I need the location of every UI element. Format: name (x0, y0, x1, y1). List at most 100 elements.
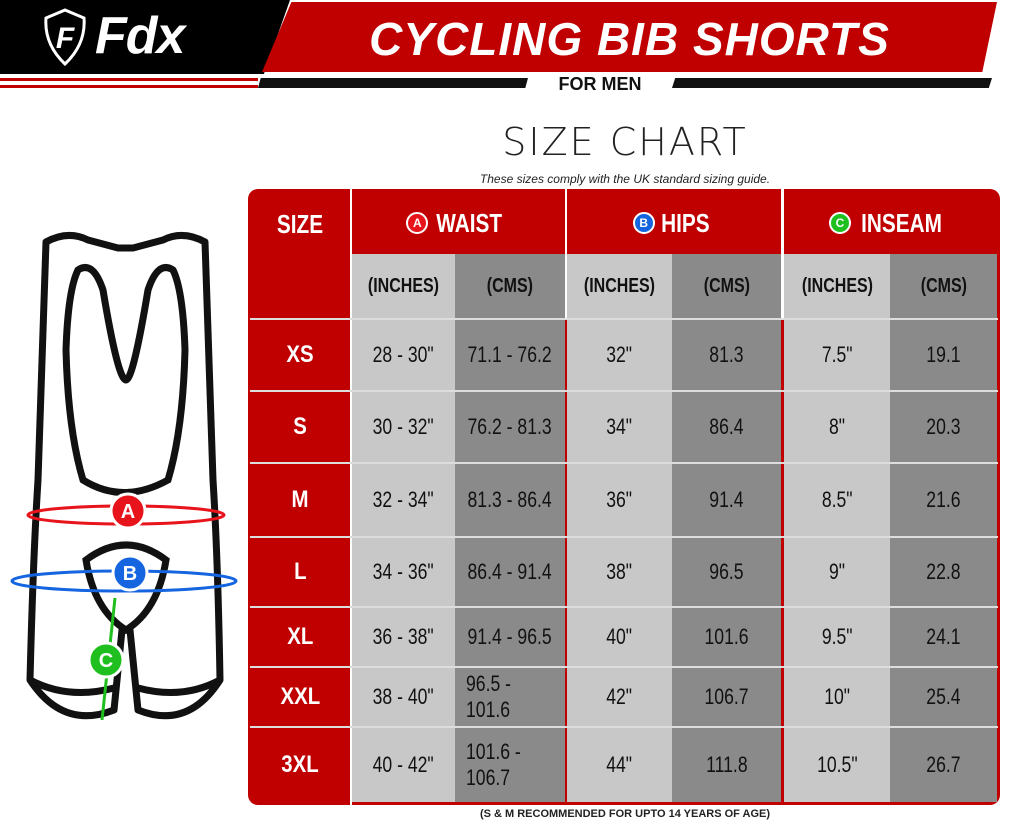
unit-label: (CMS) (920, 274, 967, 297)
size-cell: 3XL (250, 728, 350, 802)
table-cell: 32" (567, 320, 672, 390)
row-divider (250, 726, 998, 728)
table-cell: 76.2 - 81.3 (455, 392, 565, 462)
cell-value: 106.7 (704, 684, 749, 709)
table-cell: 40" (567, 608, 672, 666)
marker-b-icon: B (111, 554, 149, 592)
size-cell: S (250, 392, 350, 462)
cell-value: 25.4 (926, 684, 961, 709)
cell-value: 96.5 (709, 559, 744, 584)
row-divider (250, 462, 998, 464)
cell-value: 44" (606, 752, 633, 777)
cell-value: 19.1 (926, 342, 961, 367)
cell-value: 76.2 - 81.3 (467, 414, 553, 439)
size-label: L (293, 558, 307, 585)
table-cell: 7.5" (784, 320, 890, 390)
cell-value: 86.4 - 91.4 (467, 559, 553, 584)
cell-value: 40" (606, 624, 633, 649)
size-label: XL (286, 623, 314, 650)
product-title: CYCLING BIB SHORTS (369, 13, 890, 65)
cell-value: 26.7 (926, 752, 961, 777)
cell-value: 10.5" (816, 752, 858, 777)
divider (565, 189, 567, 319)
unit-header: (INCHES) (784, 254, 890, 318)
cell-value: 71.1 - 76.2 (467, 342, 553, 367)
unit-label: (INCHES) (801, 274, 873, 297)
cell-value: 8" (828, 414, 846, 439)
table-cell: 26.7 (890, 728, 997, 802)
cell-value: 38" (606, 559, 633, 584)
cell-value: 81.3 (709, 342, 744, 367)
table-cell: 36" (567, 464, 672, 536)
svg-text:F: F (56, 22, 75, 55)
product-subtitle: FOR MEN (558, 74, 642, 94)
table-cell: 38" (567, 538, 672, 606)
table-cell: 111.8 (672, 728, 781, 802)
size-header: SIZE (260, 192, 340, 256)
table-cell: 21.6 (890, 464, 997, 536)
badge-b-icon: B (632, 212, 655, 234)
table-cell: 101.6 - 106.7 (455, 728, 565, 802)
table-cell: 32 - 34" (352, 464, 455, 536)
group-label: HIPS (660, 207, 710, 238)
bib-shorts-figure: A B C (10, 232, 238, 721)
size-cell: XXL (250, 668, 350, 726)
sizing-note: These sizes comply with the UK standard … (479, 172, 771, 186)
table-cell: 38 - 40" (352, 668, 455, 726)
row-divider (250, 536, 998, 538)
cell-value: 9" (828, 559, 846, 584)
cell-value: 30 - 32" (372, 414, 435, 439)
size-table: SIZE A WAIST B HIPS C INSEAM (INCHES) (CMS) (INCH… (248, 189, 1000, 805)
table-cell: 10" (784, 668, 890, 726)
cell-value: 21.6 (926, 487, 961, 512)
group-label: WAIST (436, 207, 503, 238)
table-cell: 22.8 (890, 538, 997, 606)
table-cell: 34 - 36" (352, 538, 455, 606)
table-cell: 30 - 32" (352, 392, 455, 462)
cell-value: 101.6 - 106.7 (466, 739, 521, 790)
marker-c-icon: C (87, 641, 125, 679)
size-header-label: SIZE (276, 208, 324, 239)
size-label: S (293, 413, 307, 440)
table-cell: 34" (567, 392, 672, 462)
cell-value: 111.8 (705, 752, 748, 777)
cell-value: 36 - 38" (372, 624, 435, 649)
stripe-bar (258, 78, 528, 88)
size-label: XXL (280, 683, 320, 710)
marker-a-icon: A (109, 492, 147, 530)
table-cell: 42" (567, 668, 672, 726)
cell-value: 34 - 36" (372, 559, 435, 584)
size-cell: XL (250, 608, 350, 666)
table-cell: 10.5" (784, 728, 890, 802)
table-cell: 106.7 (672, 668, 781, 726)
table-cell: 24.1 (890, 608, 997, 666)
cell-value: 8.5" (821, 487, 853, 512)
table-cell: 91.4 - 96.5 (455, 608, 565, 666)
cell-value: 10" (824, 684, 850, 709)
size-cell: L (250, 538, 350, 606)
table-cell: 86.4 - 91.4 (455, 538, 565, 606)
size-label: M (291, 486, 309, 513)
table-cell: 20.3 (890, 392, 997, 462)
stripe-bar (672, 78, 992, 88)
table-cell: 101.6 (672, 608, 781, 666)
table-cell: 36 - 38" (352, 608, 455, 666)
cell-value: 40 - 42" (372, 752, 435, 777)
unit-label: (INCHES) (583, 274, 656, 297)
table-cell: 9.5" (784, 608, 890, 666)
table-cell: 8" (784, 392, 890, 462)
size-cell: M (250, 464, 350, 536)
brand-logo: Fdx (95, 7, 185, 65)
table-cell: 9" (784, 538, 890, 606)
group-header-hips: B HIPS (567, 192, 781, 254)
cell-value: 91.4 - 96.5 (467, 624, 553, 649)
table-cell: 44" (567, 728, 672, 802)
unit-label: (CMS) (486, 274, 534, 297)
svg-text:C: C (99, 650, 113, 672)
row-divider (250, 606, 998, 608)
table-cell: 81.3 (672, 320, 781, 390)
cell-value: 91.4 (709, 487, 744, 512)
group-label: INSEAM (861, 207, 942, 238)
unit-header: (INCHES) (567, 254, 672, 318)
unit-header: (INCHES) (352, 254, 455, 318)
